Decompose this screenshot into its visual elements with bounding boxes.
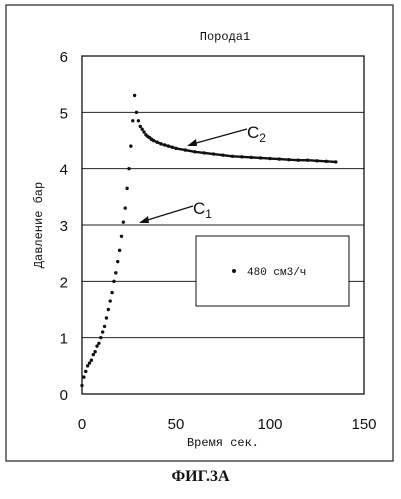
- series-trace-segment: [289, 160, 298, 161]
- data-point: [80, 384, 83, 387]
- data-point: [125, 187, 128, 190]
- data-point: [101, 330, 104, 333]
- series-trace-segment: [326, 161, 335, 162]
- data-point: [135, 111, 138, 114]
- data-point: [107, 308, 110, 311]
- series-trace-segment: [185, 150, 194, 152]
- data-point: [95, 344, 98, 347]
- x-axis: 0 50 100 150: [78, 416, 377, 433]
- data-point: [92, 353, 95, 356]
- data-point: [122, 220, 125, 223]
- x-tick-label: 50: [168, 416, 185, 433]
- series-trace-segment: [317, 161, 326, 162]
- data-point: [86, 364, 89, 367]
- annotation-c2: C2: [187, 123, 266, 146]
- series-trace-segment: [172, 147, 176, 148]
- series-trace-segment: [214, 154, 223, 155]
- data-point: [116, 260, 119, 263]
- data-point: [139, 125, 142, 128]
- series-trace-segment: [152, 139, 154, 140]
- data-point: [142, 130, 145, 133]
- data-point: [127, 167, 130, 170]
- series-trace-segment: [308, 160, 317, 161]
- legend: 480 см3/ч: [196, 236, 349, 306]
- annotation-c2-arrowhead: [187, 139, 197, 146]
- series-trace-segment: [204, 153, 213, 154]
- series-trace-segment: [261, 158, 270, 159]
- data-point: [97, 342, 100, 345]
- data-point: [105, 316, 108, 319]
- series-trace-segment: [232, 156, 241, 157]
- series-trace-segment: [223, 155, 232, 156]
- x-tick-label: 0: [78, 416, 86, 433]
- series-trace-segment: [150, 138, 152, 140]
- data-point: [109, 299, 112, 302]
- annotation-c2-arrow: [189, 129, 247, 145]
- annotation-c1-label: C1: [193, 199, 212, 221]
- series-trace-segment: [279, 159, 288, 160]
- annotation-c1-arrowhead: [139, 216, 149, 223]
- annotation-c1: C1: [139, 199, 212, 223]
- series-trace-segment: [242, 157, 251, 158]
- data-point: [84, 370, 87, 373]
- series-trace-segment: [157, 142, 161, 144]
- series-trace-segment: [176, 148, 185, 150]
- series-trace-segment: [251, 157, 260, 158]
- data-point: [129, 144, 132, 147]
- series-trace-segment: [195, 152, 204, 153]
- y-tick-label: 0: [60, 387, 68, 404]
- data-point: [124, 206, 127, 209]
- legend-label: 480 см3/ч: [247, 267, 306, 279]
- x-tick-label: 100: [257, 416, 282, 433]
- data-point: [133, 94, 136, 97]
- legend-marker: [232, 269, 236, 273]
- x-tick-label: 150: [351, 416, 376, 433]
- y-axis: 0 1 2 3 4 5 6: [60, 49, 68, 404]
- data-point: [90, 359, 93, 362]
- data-point: [110, 291, 113, 294]
- annotation-c1-arrow: [141, 206, 193, 222]
- figure-caption: ФИГ.3А: [0, 468, 401, 486]
- data-point: [131, 119, 134, 122]
- data-point: [99, 336, 102, 339]
- data-point: [93, 350, 96, 353]
- series-trace-segment: [165, 145, 169, 146]
- y-tick-label: 6: [60, 49, 68, 66]
- series-trace-segment: [153, 141, 157, 143]
- data-point: [82, 375, 85, 378]
- y-tick-label: 1: [60, 331, 68, 348]
- y-tick-label: 2: [60, 274, 68, 291]
- data-point: [120, 235, 123, 238]
- data-point: [103, 325, 106, 328]
- y-tick-label: 4: [60, 162, 68, 179]
- data-point: [140, 128, 143, 131]
- series-trace-segment: [168, 146, 172, 147]
- series-trace-segment: [161, 144, 165, 145]
- x-axis-label: Время сек.: [187, 436, 259, 450]
- y-tick-label: 5: [60, 105, 68, 122]
- data-point: [112, 280, 115, 283]
- series-trace-segment: [270, 159, 279, 160]
- data-point: [118, 249, 121, 252]
- chart-title: Порода1: [200, 30, 250, 44]
- y-axis-label: Давление бар: [32, 182, 46, 268]
- data-point: [114, 271, 117, 274]
- annotation-c2-label: C2: [247, 123, 266, 145]
- data-point: [137, 119, 140, 122]
- y-tick-label: 3: [60, 218, 68, 235]
- data-point: [88, 361, 91, 364]
